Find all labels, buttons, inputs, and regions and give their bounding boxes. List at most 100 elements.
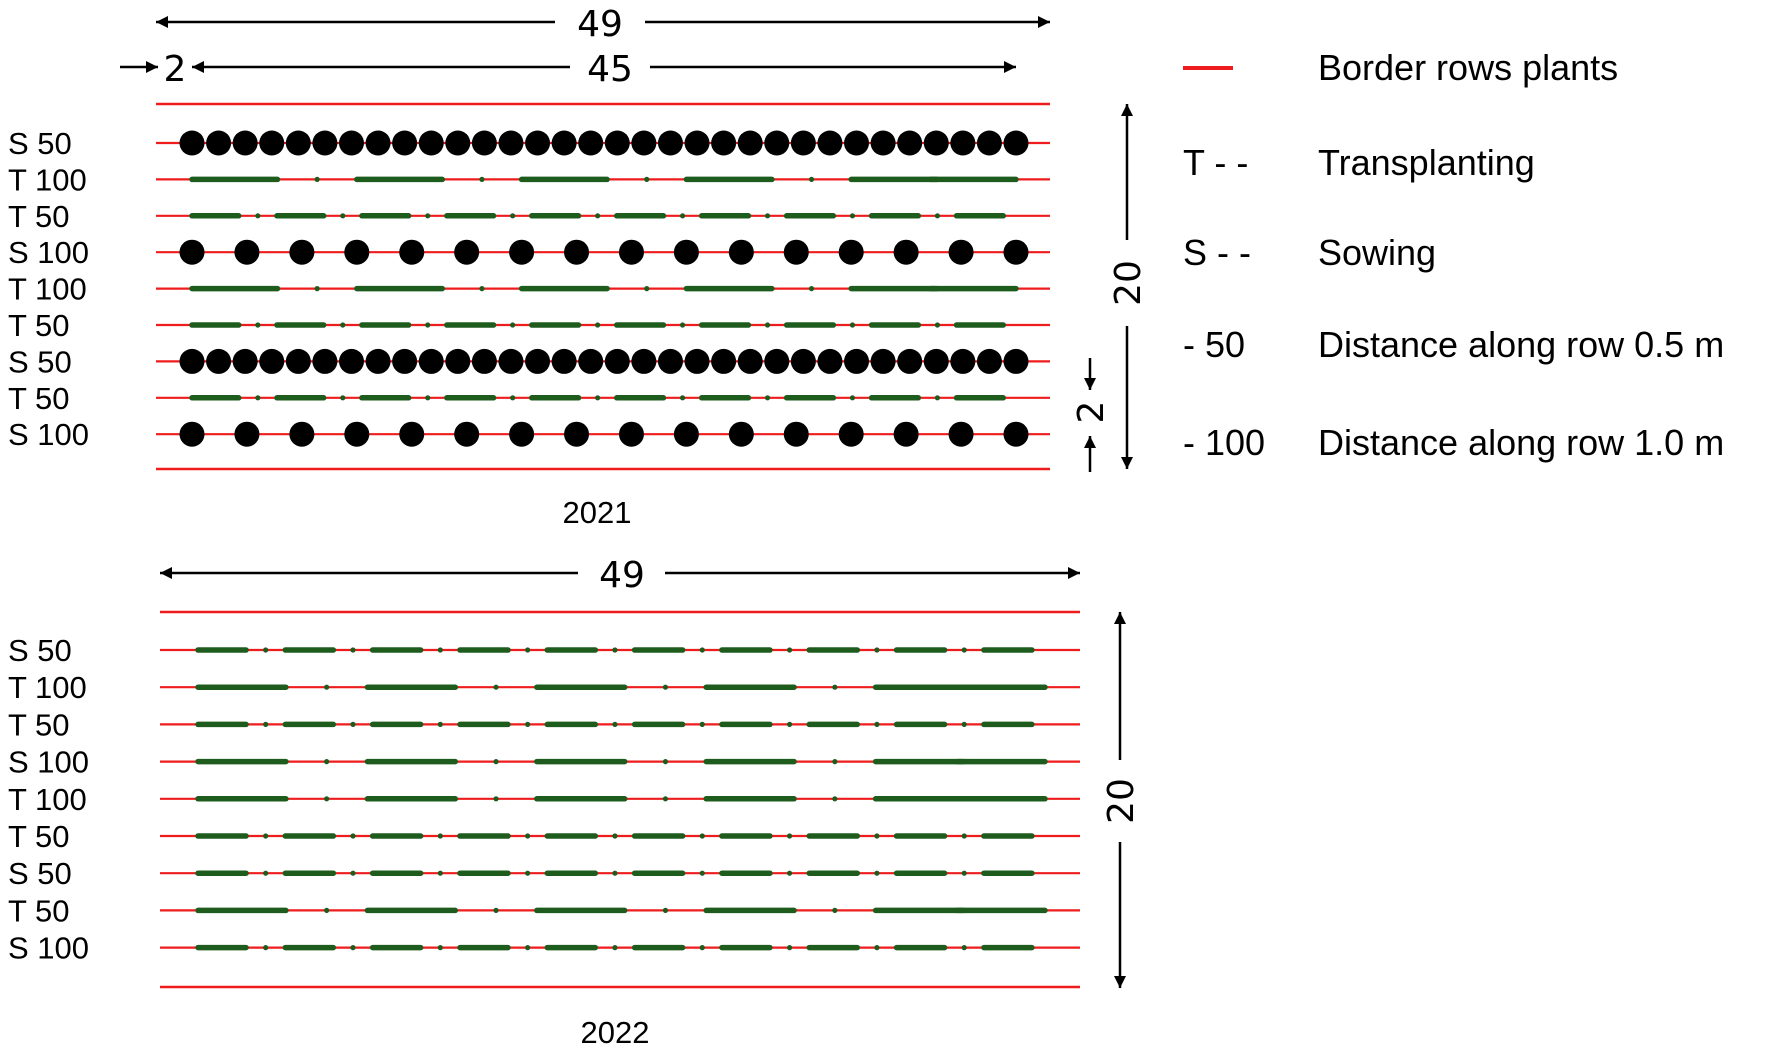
plant-dot-small [764,213,771,219]
plant-dot [454,239,480,265]
plant-dot-small [425,322,431,328]
row-label: S 50 [8,344,72,379]
plant-dot-small [437,647,443,653]
plant-dot [289,239,315,265]
plant-dot-small [644,286,650,292]
row-label: T 50 [8,199,69,234]
plant-dot [711,130,737,156]
year-label-2022: 2022 [581,1015,650,1050]
dimensions-2021: 49 2 45 20 2 2021 [120,4,1149,530]
plant-dot-small [832,907,838,914]
plant-dot-small [350,945,356,951]
plant-dot [285,130,311,156]
plant-dot-small [314,286,320,292]
plant-dot-small [874,870,880,876]
plant-dot-small [493,759,499,765]
plant-dot [289,421,315,447]
plant-dot [418,130,444,156]
plant-dot-small [961,870,967,876]
row-label: T 50 [8,819,69,854]
plant-dot [498,130,524,156]
plant-dot [551,130,577,156]
plant-dot [950,348,976,374]
plant-dot-small [874,647,880,653]
plant-dot-small [437,833,443,839]
plant-dot [870,130,896,156]
plant-dot-small [525,647,531,653]
plant-dot [445,130,471,156]
plant-dot-small [699,647,705,653]
plant-dot-small [832,684,838,690]
legend-item-2-key: S - - [1183,232,1251,273]
plant-dot [631,348,657,374]
plant-dot [923,130,949,156]
plant-dot-small [479,286,485,292]
total-width-label: 49 [599,555,645,596]
plant-dot-small [934,322,941,328]
plant-dot [728,421,754,447]
plant-row-4: S 100 [8,235,1050,270]
legend-item-1-text: Transplanting [1318,142,1535,183]
plant-dot [604,348,630,374]
plant-dot-small [699,721,705,728]
plant-dot-small [786,721,793,728]
height-label: 20 [1101,778,1142,824]
row-label: S 100 [8,417,89,452]
plant-dot [179,239,205,265]
plant-dot-small [493,907,499,914]
plant-dot-small [437,945,443,951]
plant-dot-small [874,945,880,951]
plant-dot-small [525,870,531,876]
dimensions-2022: 49 20 2022 [160,555,1142,1050]
plant-dot [578,130,604,156]
plant-dot-small [510,322,516,328]
row-label: T 50 [8,381,69,416]
plant-dot-small [437,721,443,728]
plant-dot [1003,348,1029,374]
plant-dot-small [699,945,705,951]
plant-dot-small [263,647,269,653]
plant-row-1: S 50 [8,126,1050,161]
plant-dot-small [662,684,669,690]
plant-dot [454,421,480,447]
plant-dot [618,239,644,265]
plant-dot-small [525,945,531,951]
plant-dot-small [340,213,346,219]
plant-dot-small [350,721,356,728]
plant-dot-small [340,322,346,328]
plant-dot [631,130,657,156]
plant-dot [673,421,699,447]
plant-dot-small [849,395,856,401]
plant-dot [950,130,976,156]
plant-dot [783,421,809,447]
plant-row-6: T 50 [8,308,1050,343]
plant-dot [312,130,338,156]
height-label: 20 [1108,260,1149,306]
plant-dot [259,348,285,374]
plant-dot-small [263,833,269,839]
plant-dot-small [874,833,880,839]
row-label: S 100 [8,931,89,966]
legend-item-1-key: T - - [1183,142,1248,183]
row-label: T 100 [8,670,87,705]
plant-dot [870,348,896,374]
plant-dot [338,348,364,374]
plant-row-3: T 50 [8,199,1050,234]
plant-dot-small [786,870,793,876]
plant-dot [844,348,870,374]
plant-dot [578,348,604,374]
plant-dot-small [324,907,330,914]
plant-dot-small [961,945,967,951]
plant-dot-small [255,395,261,401]
plant-dot [948,239,974,265]
plant-row-5: T 100 [8,272,1050,307]
plant-dot [844,130,870,156]
plant-dot [897,130,923,156]
plant-dot-small [699,870,705,876]
plant-dot [445,348,471,374]
plant-dot [604,130,630,156]
plant-row-2: T 100 [8,162,1050,197]
plant-dot [790,348,816,374]
plant-dot-small [595,395,601,401]
